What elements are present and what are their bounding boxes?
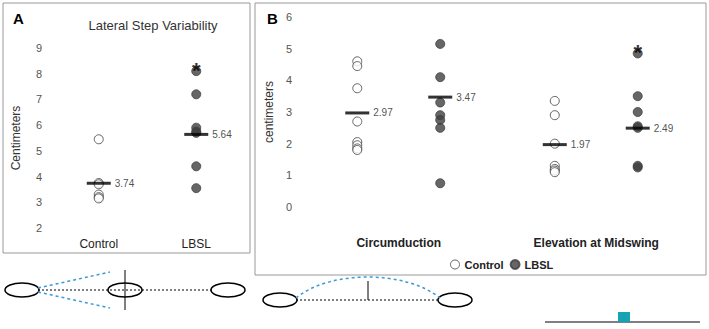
svg-text:2.49: 2.49 [654, 123, 674, 134]
svg-text:Lateral Step Variability: Lateral Step Variability [88, 18, 218, 33]
svg-text:3.74: 3.74 [115, 178, 135, 189]
svg-text:1: 1 [286, 169, 292, 181]
svg-text:5: 5 [286, 43, 292, 55]
svg-text:Elevation at Midswing: Elevation at Midswing [534, 236, 659, 250]
svg-text:LBSL: LBSL [182, 237, 212, 251]
svg-text:4: 4 [36, 171, 42, 183]
svg-text:Control: Control [79, 237, 118, 251]
svg-text:3: 3 [286, 106, 292, 118]
svg-text:Control: Control [465, 259, 504, 271]
svg-text:4: 4 [286, 74, 292, 86]
svg-text:8: 8 [36, 68, 42, 80]
svg-text:3: 3 [36, 196, 42, 208]
svg-text:3.47: 3.47 [456, 92, 476, 103]
svg-text:6: 6 [36, 119, 42, 131]
svg-text:2.97: 2.97 [373, 107, 393, 118]
svg-text:2: 2 [36, 222, 42, 234]
svg-text:Centimeters: Centimeters [9, 106, 23, 171]
svg-text:5.64: 5.64 [212, 129, 232, 140]
svg-text:7: 7 [36, 93, 42, 105]
svg-text:Circumduction: Circumduction [356, 236, 441, 250]
svg-text:2: 2 [286, 138, 292, 150]
svg-text:0: 0 [286, 201, 292, 213]
svg-text:centimeters: centimeters [262, 81, 276, 143]
svg-text:B: B [267, 10, 278, 27]
svg-text:LBSL: LBSL [525, 259, 554, 271]
svg-text:6: 6 [286, 11, 292, 23]
svg-text:1.97: 1.97 [571, 139, 591, 150]
svg-text:9: 9 [36, 42, 42, 54]
svg-text:*: * [192, 58, 201, 83]
svg-text:5: 5 [36, 145, 42, 157]
svg-text:*: * [633, 40, 642, 65]
svg-text:A: A [13, 10, 24, 27]
